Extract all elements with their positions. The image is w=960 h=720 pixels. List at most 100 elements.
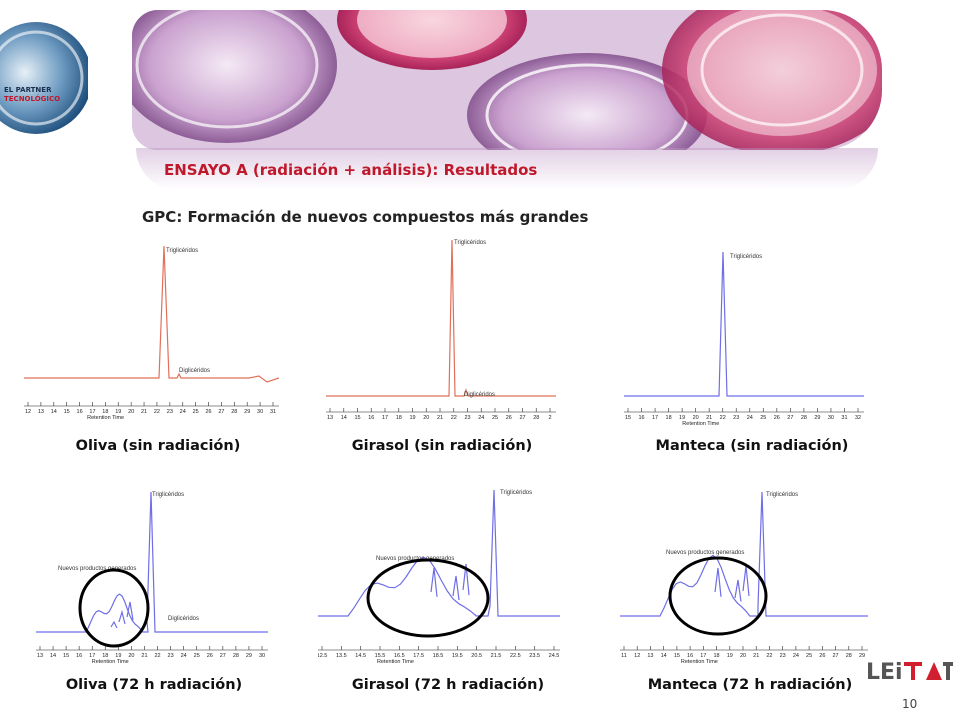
x-tick-label: 12 <box>25 409 31 415</box>
x-tick-label: 28 <box>231 409 237 415</box>
x-tick-label: 20 <box>423 415 429 420</box>
chromatogram-svg-manteca-sin: 15 16 17 18 19 20 21 22 23 24 25 26 27 28 29 30 31 32 Rete… <box>624 251 864 427</box>
x-tick-label: 24 <box>181 653 187 659</box>
x-tick-label: 22.5 <box>510 653 521 659</box>
trace-line <box>624 251 864 397</box>
chromatogram-girasol-sin-radiacion: 131415161718192021222324252627282Retenti… <box>326 236 556 420</box>
peak-label-trigliceridos: Triglicéridos <box>500 490 532 496</box>
x-tick-label: 13 <box>647 653 653 659</box>
x-tick-label: 15 <box>63 653 69 659</box>
badge-line1: EL PARTNER <box>4 86 52 94</box>
x-tick-label: 18 <box>713 653 719 659</box>
x-tick-label: 24.5 <box>549 653 560 659</box>
x-tick-label: 21.5 <box>491 653 502 659</box>
x-tick-label: 15 <box>625 415 631 421</box>
peak-label-trigliceridos: Triglicéridos <box>730 254 762 260</box>
banner-reflection <box>136 148 878 190</box>
x-tick-label: 22 <box>154 653 160 659</box>
x-tick-label: 29 <box>244 409 250 415</box>
highlight-circle <box>366 558 490 638</box>
chromatogram-oliva-72h: 13 14 15 16 17 18 19 20 21 22 23 24 25 26 27 28 29 30 Rete… <box>36 486 268 666</box>
x-tick-label: 13 <box>327 415 333 420</box>
x-axis-title: Retention Time <box>681 659 718 665</box>
chromatogram-oliva-sin-radiacion: 12 13 14 15 16 17 18 19 20 21 22 23 24 25 26 27 28 29 30 31… <box>24 236 279 420</box>
x-tick-label: 19 <box>115 409 121 415</box>
chromatogram-manteca-sin-radiacion: 15 16 17 18 19 20 21 22 23 24 25 26 27 28 29 30 31 32 Rete… <box>624 246 864 430</box>
x-tick-label: 15.5 <box>375 653 386 659</box>
x-tick-label: 14 <box>341 415 347 420</box>
secondary-peak <box>452 575 460 601</box>
peak-label-trigliceridos: Triglicéridos <box>152 492 184 498</box>
x-tick-label: 17 <box>652 415 658 421</box>
secondary-peak <box>430 567 438 597</box>
x-tick-label: 13.5 <box>336 653 347 659</box>
x-axis-title: Retention Time <box>87 415 124 420</box>
trace-line <box>318 489 560 617</box>
x-tick-label: 23 <box>167 409 173 415</box>
x-tick-label: 18 <box>666 415 672 421</box>
secondary-peak <box>734 579 742 602</box>
x-tick-label: 18 <box>102 653 108 659</box>
chromatogram-svg-girasol-72: 12.5 13.5 14.5 15.5 16.5 17.5 18.5 19.5 20.5 21.5… <box>318 489 560 665</box>
x-tick-label: 14 <box>51 409 57 415</box>
x-tick-label: 28 <box>533 415 539 420</box>
x-tick-label: 26 <box>207 653 213 659</box>
secondary-peak <box>742 565 750 597</box>
x-tick-label: 28 <box>801 415 807 421</box>
trace-line <box>620 491 868 617</box>
svg-text:LEi: LEi <box>866 660 903 684</box>
x-tick-label: 22 <box>451 415 457 420</box>
header-banner-image <box>132 10 882 150</box>
caption-manteca-72: Manteca (72 h radiación) <box>647 677 853 693</box>
x-tick-label: 14 <box>661 653 667 659</box>
x-tick-label: 21 <box>141 653 147 659</box>
x-tick-label: 19 <box>115 653 121 659</box>
secondary-peak <box>714 567 722 597</box>
x-tick-label: 21 <box>753 653 759 659</box>
x-tick-label: 24 <box>793 653 799 659</box>
x-tick-label: 27 <box>519 415 525 420</box>
x-tick-label: 13 <box>38 409 44 415</box>
x-tick-label: 29 <box>859 653 865 659</box>
chromatogram-svg-oliva-72: 13 14 15 16 17 18 19 20 21 22 23 24 25 26 27 28 29 30 Rete… <box>36 491 268 665</box>
x-tick-label: 12 <box>634 653 640 659</box>
chromatogram-svg-oliva-sin: 12 13 14 15 16 17 18 19 20 21 22 23 24 25 26 27 28 29 30 31… <box>24 245 279 420</box>
x-tick-label: 22 <box>766 653 772 659</box>
x-tick-label: 26 <box>205 409 211 415</box>
chromatogram-svg-manteca-72: 11 12 13 14 15 16 17 18 19 20 21 22 23 24 25 26 27 28 29 Re… <box>620 491 868 665</box>
caption-manteca-sin: Manteca (sin radiación) <box>655 438 849 454</box>
highlight-circle <box>668 556 768 636</box>
x-tick-label: 23 <box>168 653 174 659</box>
x-tick-label: 23.5 <box>529 653 540 659</box>
secondary-peak <box>118 609 126 625</box>
x-axis-title: Retention Time <box>682 421 719 427</box>
x-tick-label: 31 <box>270 409 276 415</box>
x-tick-label: 31 <box>841 415 847 421</box>
x-tick-label: 16 <box>687 653 693 659</box>
x-tick-label: 30 <box>259 653 265 659</box>
slide-subtitle: GPC: Formación de nuevos compuestos más … <box>142 208 589 226</box>
x-tick-label: 16 <box>368 415 374 420</box>
x-tick-label: 24 <box>180 409 186 415</box>
x-tick-label: 27 <box>218 409 224 415</box>
x-tick-label: 32 <box>855 415 861 421</box>
x-tick-label: 15 <box>354 415 360 420</box>
x-tick-label: 26 <box>774 415 780 421</box>
x-tick-label: 25 <box>760 415 766 421</box>
x-tick-label: 23 <box>464 415 470 420</box>
x-tick-label: 27 <box>220 653 226 659</box>
x-tick-label: 18 <box>102 409 108 415</box>
caption-oliva-72: Oliva (72 h radiación) <box>65 677 243 693</box>
x-tick-label: 19.5 <box>452 653 463 659</box>
x-tick-label: 15 <box>674 653 680 659</box>
x-axis-title: Retention Time <box>377 659 414 665</box>
chromatogram-girasol-72h: 12.5 13.5 14.5 15.5 16.5 17.5 18.5 19.5 20.5 21.5… <box>318 476 560 666</box>
secondary-peak <box>462 563 470 596</box>
x-tick-label: 25 <box>492 415 498 420</box>
x-tick-label: 16 <box>638 415 644 421</box>
peak-label-trigliceridos: Triglicéridos <box>766 492 798 498</box>
x-tick-label: 16.5 <box>394 653 405 659</box>
x-tick-label: 16 <box>77 409 83 415</box>
x-tick-label: 29 <box>814 415 820 421</box>
label-nuevos-productos: Nuevos productos generados <box>666 550 744 556</box>
